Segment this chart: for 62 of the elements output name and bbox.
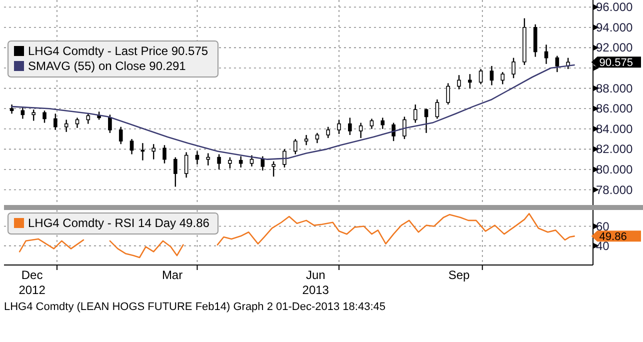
candlestick [86,113,90,124]
candlestick [238,156,243,168]
y-tick-label: 92.000 [596,40,634,55]
y-tick-label: 80.000 [596,162,634,176]
candlestick [282,148,286,168]
legend-label: SMAVG (55) on Close 90.291 [28,59,186,73]
candlestick [10,104,14,114]
candlestick [555,55,560,73]
candlestick [217,154,221,170]
candlestick [228,156,232,170]
candlestick [392,122,396,142]
candlestick [32,109,36,122]
candlestick [512,57,516,79]
candlestick [260,156,265,172]
y-tick-label: 88.000 [596,81,634,96]
candlestick [108,114,112,134]
y-tick-label: 94.000 [596,20,634,34]
candlestick [500,71,505,85]
candlestick [130,138,134,155]
candlestick [206,152,210,166]
legend-label: LHG4 Comdty - Last Price 90.575 [28,44,208,58]
candlestick [478,68,483,85]
candlestick [42,110,46,124]
candlestick [446,82,450,106]
y-tick-label: 78.000 [596,182,634,197]
y-tick-label: 82.000 [596,142,634,156]
text: LHG4 Comdty (LEAN HOGS FUTURE Feb14) Graph 2 01-Dec-2013 18:43:45 [4,301,386,313]
candlestick [348,117,352,136]
candlestick [435,98,440,120]
legend-label: LHG4 Comdty - RSI 14 Day 49.86 [28,216,210,230]
candlestick [184,152,188,178]
candlestick [490,65,494,86]
candlestick [174,156,178,188]
x-tick-label: Jun 2013 [302,268,330,297]
y-tick-label: 60 [596,219,610,234]
candlestick [457,74,461,90]
candlestick [64,119,68,133]
candlestick [326,126,330,139]
candlestick [424,108,428,134]
candlestick [380,117,385,130]
candlestick [413,104,418,124]
candlestick [54,113,58,130]
candlestick [402,116,406,140]
candlestick [250,154,254,168]
annotation: 90.575 [599,57,633,70]
candlestick [272,160,276,178]
candlestick [293,138,298,155]
candlestick [315,132,320,144]
x-tick-label: Dec 2012 [18,268,46,297]
candlestick [468,73,472,89]
x-tick-label: Sep [448,268,470,282]
candlestick [118,126,123,145]
candlestick [304,134,308,146]
y-tick-label: 96.000 [596,0,634,14]
candlestick [152,144,156,160]
y-tick-label: 86.000 [596,102,634,116]
y-tick-label: 84.000 [596,122,634,136]
candlestick [358,122,363,139]
candlestick [162,144,166,164]
candlestick [337,119,341,135]
candlestick [20,106,25,120]
x-tick-label: Mar [162,268,183,282]
